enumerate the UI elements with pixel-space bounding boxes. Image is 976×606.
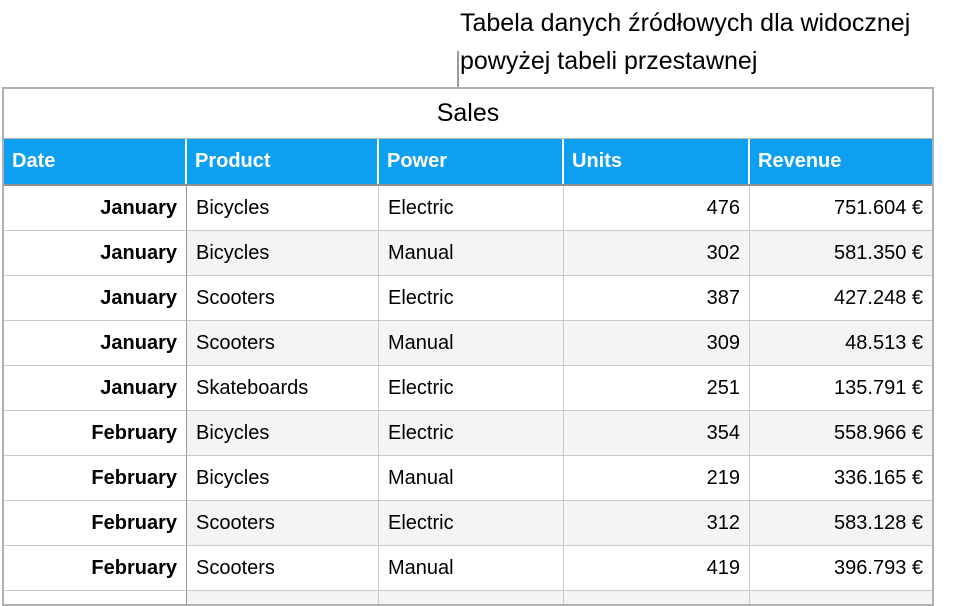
cell-power[interactable]: Electric [379,411,564,456]
annotation-caption-line2: powyżej tabeli przestawnej [460,47,758,75]
cell-revenue[interactable]: 135.791 € [750,366,932,411]
cell-date[interactable]: January [4,276,187,321]
table-title: Sales [436,99,500,127]
cell-units[interactable]: 302 [564,231,750,276]
cell-power[interactable]: Manual [379,456,564,501]
cell-date[interactable]: January [4,186,187,231]
column-header-units[interactable]: Units [564,139,750,184]
cell-revenue[interactable]: 751.604 € [750,186,932,231]
cell-revenue[interactable]: 583.128 € [750,501,932,546]
cell-units[interactable]: 309 [564,321,750,366]
cell-revenue[interactable]: 48.513 € [750,321,932,366]
table-title-row[interactable]: Sales [4,89,932,139]
cell-units[interactable]: 387 [564,276,750,321]
cell-power[interactable]: Electric [379,366,564,411]
table-row: January Scooters Manual 309 48.513 € [4,321,932,366]
cell-revenue[interactable]: 336.165 € [750,456,932,501]
cell-product[interactable]: Bicycles [187,411,379,456]
cell-power[interactable]: Manual [379,321,564,366]
cell-product[interactable]: Scooters [187,321,379,366]
cell-product[interactable]: Bicycles [187,231,379,276]
cell-product[interactable]: Scooters [187,276,379,321]
cell-revenue[interactable]: 427.248 € [750,276,932,321]
cell-units[interactable]: 354 [564,411,750,456]
column-header-revenue[interactable]: Revenue [750,139,932,184]
cell-date[interactable]: February [4,546,187,591]
cell-units[interactable]: 312 [564,501,750,546]
table-row: January Bicycles Electric 476 751.604 € [4,186,932,231]
cell-date[interactable]: January [4,231,187,276]
annotation-caption-line1: Tabela danych źródłowych dla widocznej [460,9,911,37]
cell-date[interactable]: February [4,456,187,501]
cell-revenue[interactable]: 581.350 € [750,231,932,276]
source-data-table: Sales Date Product Power Units Revenue J… [2,87,934,606]
cell-revenue-partial[interactable] [750,591,932,604]
column-header-date[interactable]: Date [4,139,187,184]
callout-connector-line [457,51,459,88]
cell-revenue[interactable]: 558.966 € [750,411,932,456]
cell-date[interactable]: January [4,321,187,366]
cell-power[interactable]: Electric [379,276,564,321]
cell-product[interactable]: Skateboards [187,366,379,411]
table-header-row: Date Product Power Units Revenue [4,139,932,186]
cell-power[interactable]: Manual [379,546,564,591]
table-row: February Scooters Electric 312 583.128 € [4,501,932,546]
table-row: January Skateboards Electric 251 135.791… [4,366,932,411]
column-header-product[interactable]: Product [187,139,379,184]
table-row: February Scooters Manual 419 396.793 € [4,546,932,591]
cell-units[interactable]: 476 [564,186,750,231]
annotation-caption: Tabela danych źródłowych dla widocznej p… [460,4,910,80]
cell-units-partial[interactable] [564,591,750,604]
cell-power[interactable]: Electric [379,186,564,231]
cell-product[interactable]: Bicycles [187,186,379,231]
cell-revenue[interactable]: 396.793 € [750,546,932,591]
cell-product[interactable]: Scooters [187,546,379,591]
cell-power[interactable]: Manual [379,231,564,276]
table-row: February Bicycles Manual 219 336.165 € [4,456,932,501]
cell-date[interactable]: January [4,366,187,411]
cell-product[interactable]: Scooters [187,501,379,546]
cell-product-partial[interactable] [187,591,379,604]
table-row: February Bicycles Electric 354 558.966 € [4,411,932,456]
cell-date-partial[interactable] [4,591,187,604]
cell-date[interactable]: February [4,501,187,546]
cell-power-partial[interactable] [379,591,564,604]
column-header-power[interactable]: Power [379,139,564,184]
cell-units[interactable]: 219 [564,456,750,501]
table-row: January Scooters Electric 387 427.248 € [4,276,932,321]
cell-product[interactable]: Bicycles [187,456,379,501]
cell-power[interactable]: Electric [379,501,564,546]
cell-units[interactable]: 419 [564,546,750,591]
cell-units[interactable]: 251 [564,366,750,411]
cell-date[interactable]: February [4,411,187,456]
table-row-partial [4,591,932,604]
table-row: January Bicycles Manual 302 581.350 € [4,231,932,276]
table-body: January Bicycles Electric 476 751.604 € … [4,186,932,591]
